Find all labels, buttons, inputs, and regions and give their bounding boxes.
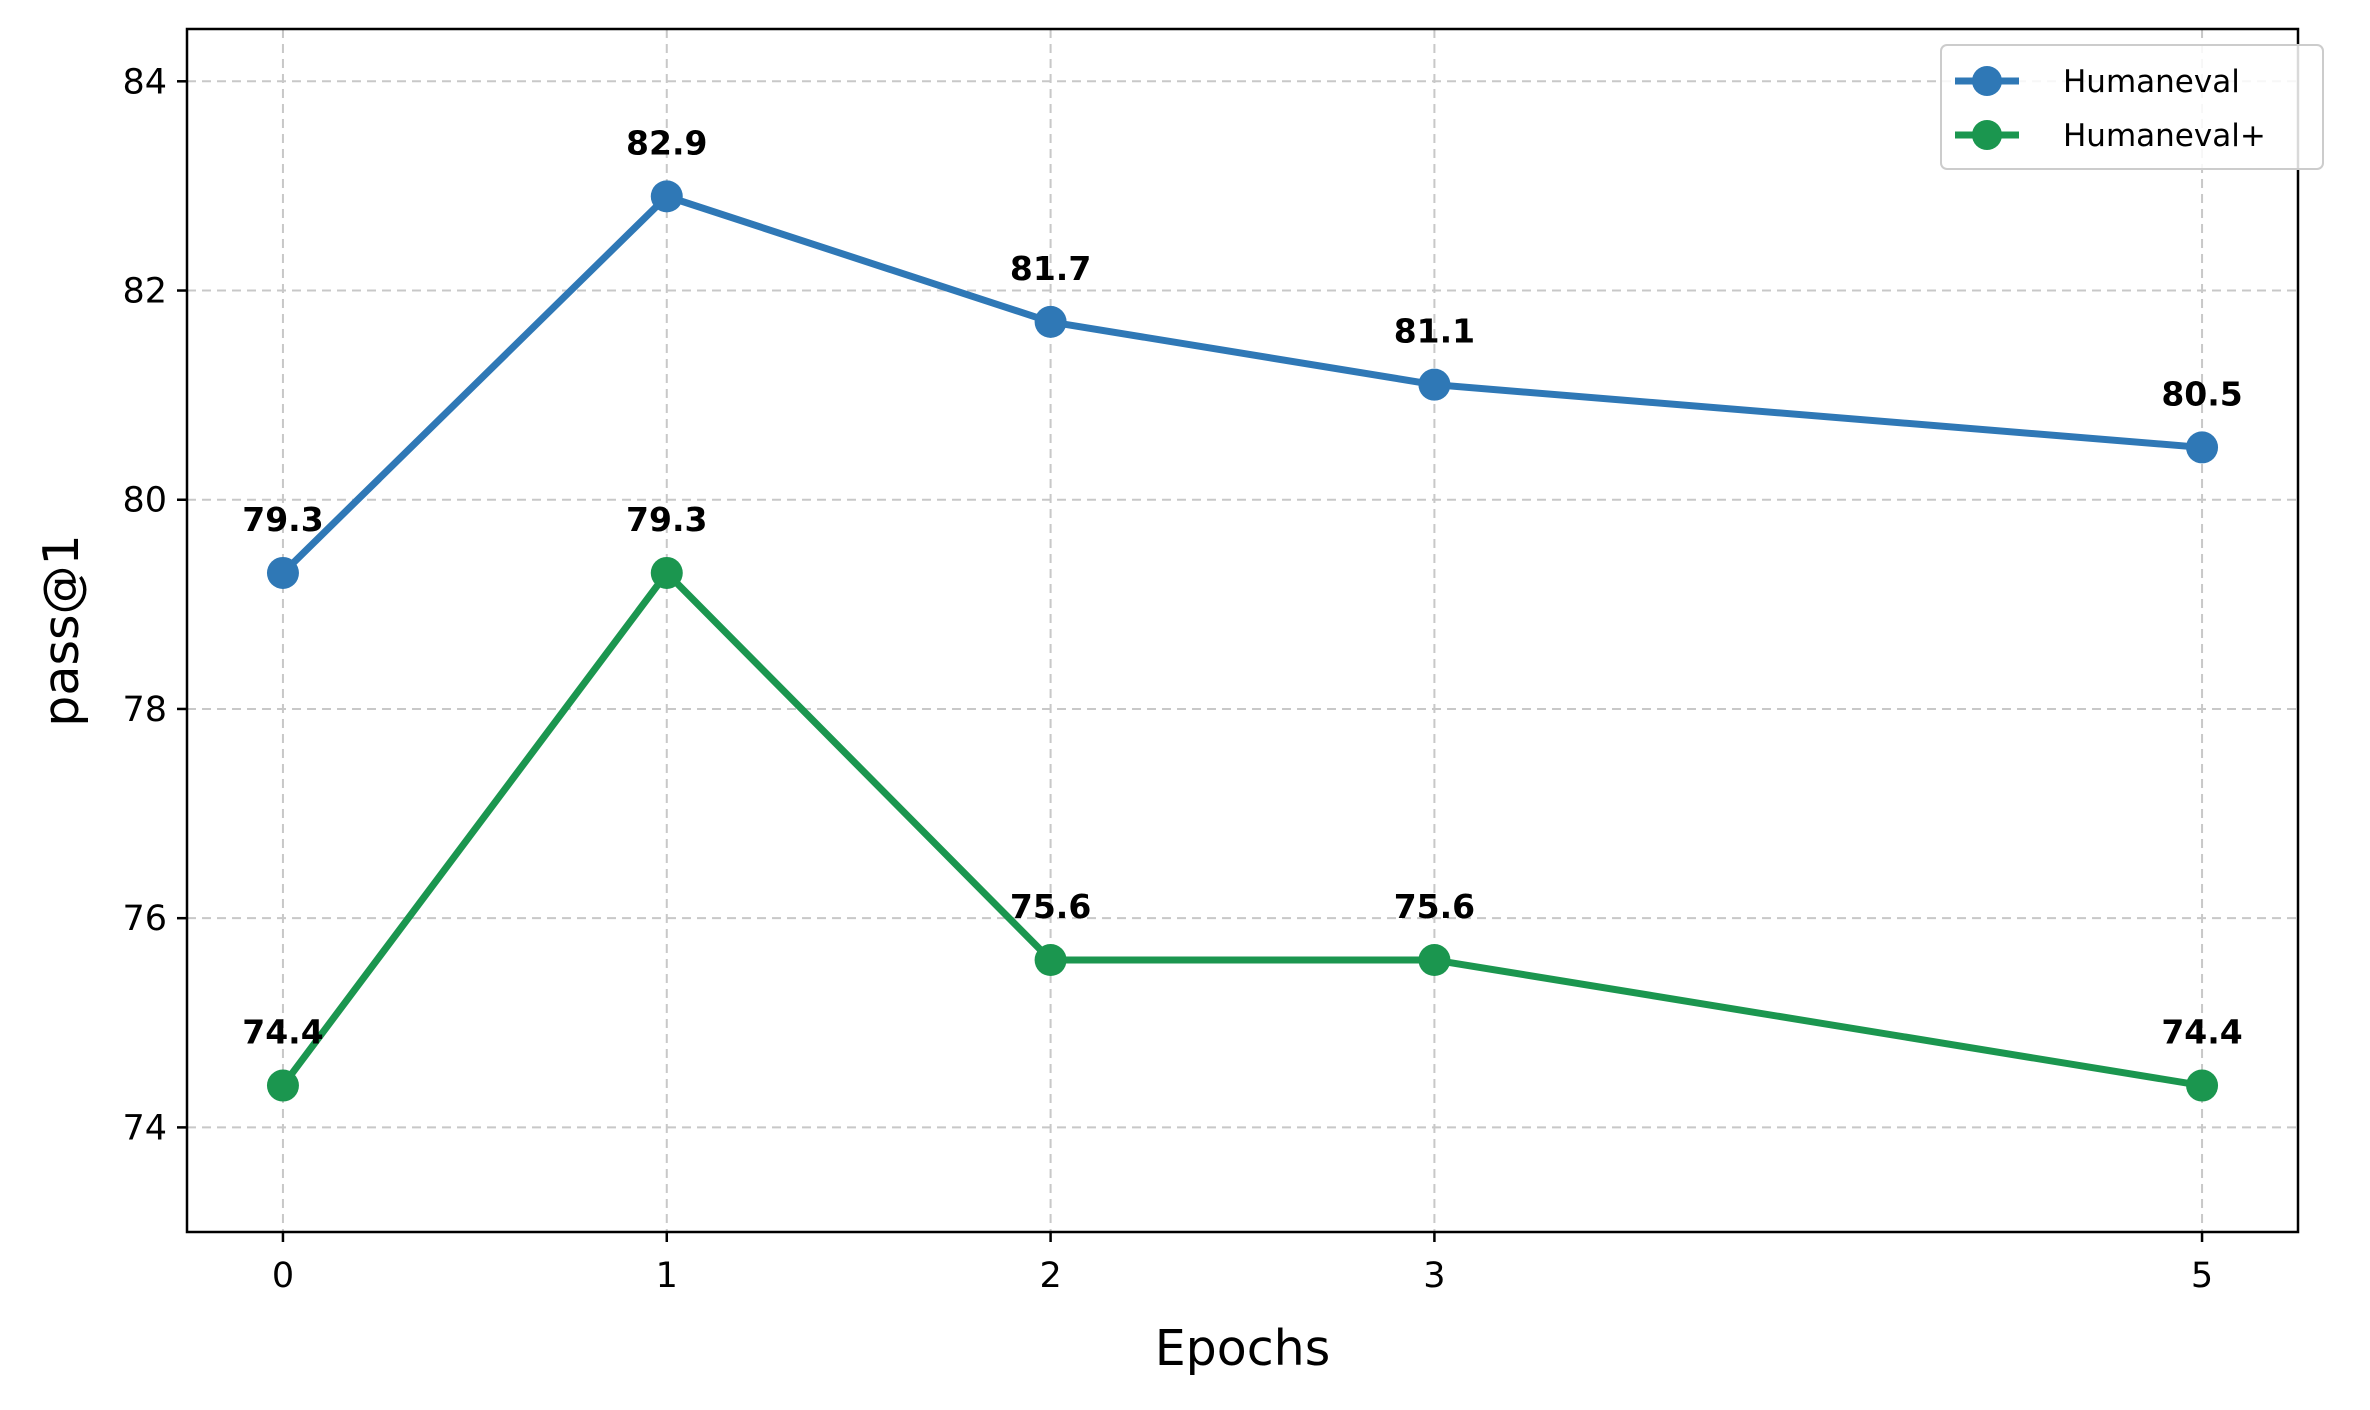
data-label: 74.4 xyxy=(242,1013,323,1052)
data-label: 79.3 xyxy=(626,500,707,539)
data-point xyxy=(1418,944,1451,977)
x-axis-title: Epochs xyxy=(1155,1320,1331,1377)
y-axis-title: pass@1 xyxy=(33,534,90,726)
y-tick-label: 82 xyxy=(122,272,167,312)
legend-label: Humaneval xyxy=(2063,64,2240,100)
axis-ticks: 0 1 2 3 5 74 76 78 80 82 84 xyxy=(122,62,2213,1296)
x-tick-label: 5 xyxy=(2191,1256,2213,1296)
data-label: 80.5 xyxy=(2161,374,2242,413)
x-tick-label: 1 xyxy=(656,1256,678,1296)
data-label: 81.7 xyxy=(1010,249,1091,288)
data-label: 79.3 xyxy=(242,500,323,539)
legend-item: Humaneval+ xyxy=(1955,118,2266,154)
data-point xyxy=(1418,368,1451,401)
series-2: 74.4 79.3 75.6 75.6 74.4 xyxy=(242,500,2243,1102)
data-point xyxy=(266,1069,299,1102)
data-label: 75.6 xyxy=(1394,887,1475,926)
x-tick-label: 3 xyxy=(1423,1256,1445,1296)
data-label: 82.9 xyxy=(626,123,707,162)
data-point xyxy=(650,556,683,589)
data-label: 75.6 xyxy=(1010,887,1091,926)
series-1: 79.3 82.9 81.7 81.1 80.5 xyxy=(242,123,2243,589)
data-point xyxy=(1034,944,1067,977)
x-tick-label: 2 xyxy=(1039,1256,1061,1296)
legend-marker xyxy=(1972,120,2002,150)
series-line xyxy=(279,569,2206,1090)
grid xyxy=(187,29,2298,1232)
series-layer: 79.3 82.9 81.7 81.1 80.5 74.4 79.3 75.6 75.6 74.4 xyxy=(242,123,2243,1102)
y-tick-label: 74 xyxy=(122,1108,167,1148)
legend-item: Humaneval xyxy=(1955,64,2240,100)
legend-label: Humaneval+ xyxy=(2063,118,2266,154)
data-label: 81.1 xyxy=(1394,312,1475,351)
legend-marker xyxy=(1972,66,2002,96)
plot-frame xyxy=(185,27,2300,1234)
legend: Humaneval Humaneval+ xyxy=(1940,44,2324,170)
data-point xyxy=(266,556,299,589)
data-point xyxy=(1034,305,1067,338)
legend-box xyxy=(1940,44,2324,170)
x-tick-label: 0 xyxy=(272,1256,294,1296)
data-label: 74.4 xyxy=(2161,1013,2242,1052)
y-tick-label: 80 xyxy=(122,481,167,521)
data-point xyxy=(650,180,683,213)
y-tick-label: 84 xyxy=(122,62,167,102)
data-point xyxy=(2186,1069,2219,1102)
y-tick-label: 78 xyxy=(122,690,167,730)
y-tick-label: 76 xyxy=(122,899,167,939)
data-point xyxy=(2186,431,2219,464)
series-line xyxy=(279,192,2206,577)
